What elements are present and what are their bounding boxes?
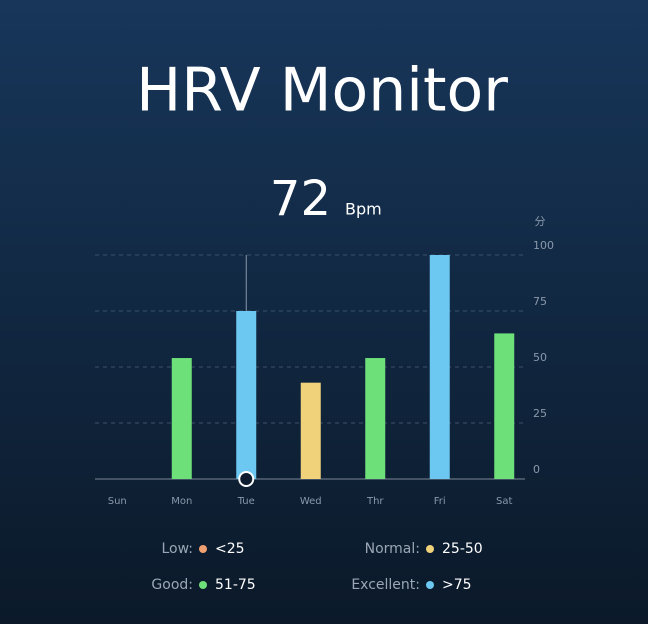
bar <box>429 255 450 479</box>
x-tick-label: Mon <box>171 496 192 507</box>
bar <box>236 311 257 479</box>
legend-range: 51-75 <box>215 577 256 593</box>
legend-range: >75 <box>442 577 472 593</box>
y-unit: 分 <box>535 215 546 228</box>
y-tick-label: 50 <box>533 351 547 364</box>
legend-dot <box>426 545 434 553</box>
x-tick-label: Tue <box>237 496 255 507</box>
y-tick-label: 0 <box>533 463 540 476</box>
cursor-marker <box>238 471 255 487</box>
x-tick-label: Sat <box>496 496 512 507</box>
legend-label: Good: <box>151 577 193 593</box>
legend-label: Normal: <box>365 541 420 557</box>
x-tick-label: Wed <box>300 496 322 507</box>
current-value: 72 <box>270 171 331 227</box>
x-tick-label: Fri <box>434 496 446 507</box>
bar <box>300 382 321 479</box>
x-tick-label: Thr <box>366 496 384 507</box>
legend-range: <25 <box>215 541 245 557</box>
chart-title: HRV Monitor <box>136 56 508 126</box>
legend-dot <box>426 581 434 589</box>
bar <box>171 358 192 479</box>
y-tick-label: 100 <box>533 239 554 252</box>
bar <box>365 358 386 479</box>
x-tick-label: Sun <box>108 496 127 507</box>
legend-range: 25-50 <box>442 541 483 557</box>
y-tick-label: 75 <box>533 295 547 308</box>
bar <box>494 333 515 479</box>
legend-label: Excellent: <box>351 577 420 593</box>
y-tick-label: 25 <box>533 407 547 420</box>
legend-dot <box>199 581 207 589</box>
current-unit: Bpm <box>345 200 382 219</box>
legend-dot <box>199 545 207 553</box>
legend-label: Low: <box>161 541 193 557</box>
